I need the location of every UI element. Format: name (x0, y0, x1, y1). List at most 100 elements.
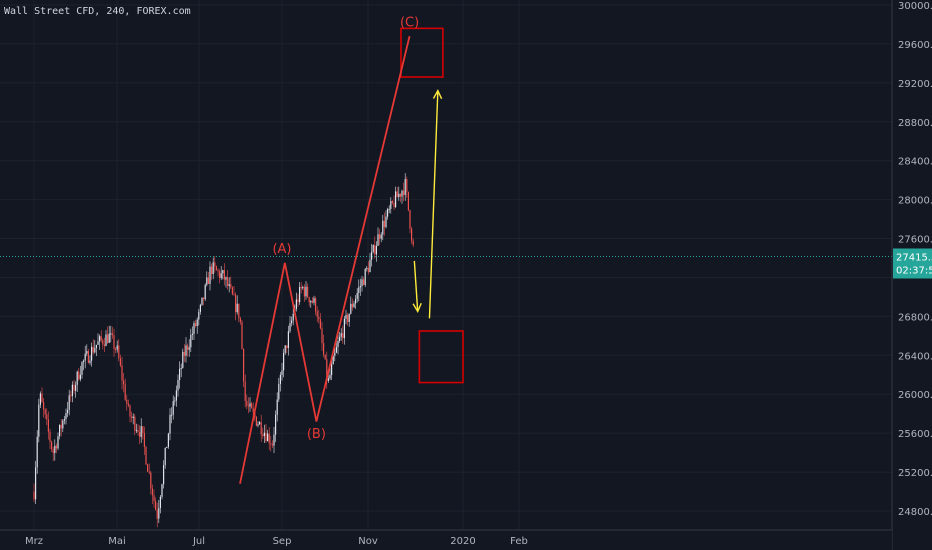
candle-body (167, 433, 169, 447)
candle-body (78, 371, 80, 380)
candle-body (255, 416, 257, 426)
wave-label: (C) (400, 15, 419, 30)
candle-body (401, 190, 403, 197)
candle-body (411, 228, 413, 241)
price-tick-label: 26400.0 (898, 351, 932, 362)
candle-body (172, 401, 174, 415)
candle-body (158, 508, 160, 519)
price-axis[interactable]: 24800.0 25200.0 25600.0 26000.0 26400.0 26800… (891, 0, 932, 550)
candle-body (324, 354, 326, 360)
candle-body (351, 303, 353, 308)
target-zone-lower (418, 330, 464, 384)
candle-body (145, 446, 147, 465)
candle-body (116, 345, 118, 350)
candle-body (303, 287, 305, 297)
candle-body (350, 303, 352, 314)
candle-body (147, 464, 149, 472)
price-tick-label: 27600.0 (898, 235, 932, 246)
price-tag-value: 27415.5 (896, 252, 932, 263)
candle-body (153, 495, 155, 502)
candle-body (148, 471, 150, 473)
candle-body (385, 216, 387, 228)
candle-body (161, 484, 163, 497)
candle-body (353, 303, 355, 308)
candle-body (209, 266, 211, 284)
candle-body (244, 381, 246, 401)
candle-body (358, 287, 360, 293)
candle-body (412, 240, 414, 246)
candle-body (119, 358, 121, 366)
candle-body (36, 436, 38, 468)
candle-body (43, 402, 45, 410)
candle-body (355, 298, 357, 304)
candle-body (382, 220, 384, 235)
candle-body (113, 335, 115, 350)
candle-body (38, 404, 40, 437)
candle-body (316, 311, 318, 317)
candle-body (407, 191, 409, 211)
candle-body (87, 351, 89, 363)
candle-body (134, 416, 136, 431)
candle-body (217, 270, 219, 272)
candle-body (275, 414, 277, 435)
candle-body (86, 351, 88, 354)
candle-body (265, 432, 267, 442)
time-axis[interactable]: Mrz Mai Jul Sep Nov 2020 Feb (0, 529, 892, 550)
candle-body (289, 323, 291, 332)
target-zone-upper (400, 27, 444, 78)
candle-body (75, 384, 77, 391)
chart-title: Wall Street CFD, 240, FOREX.com (4, 6, 191, 17)
candle-body (375, 245, 377, 255)
candle-body (222, 270, 224, 274)
candle-body (404, 179, 406, 195)
candle-body (399, 193, 401, 197)
candle-body (190, 335, 192, 348)
candle-body (129, 405, 131, 417)
candle-body (347, 314, 349, 322)
candle-body (281, 370, 283, 375)
candle-body (345, 314, 347, 319)
candle-body (155, 501, 157, 510)
candle-body (302, 287, 304, 289)
candle-body (94, 348, 96, 353)
time-tick-label: Mai (108, 536, 126, 547)
candle-body (371, 251, 373, 260)
wave-label: (B) (307, 427, 326, 442)
candle-body (377, 234, 379, 246)
candle-body (343, 318, 345, 339)
candle-body (284, 345, 286, 353)
candle-body (99, 336, 101, 342)
candle-body (139, 431, 141, 437)
candle-body (35, 467, 37, 500)
price-tick-label: 24800.0 (898, 507, 932, 518)
candle-body (115, 349, 117, 351)
price-tick-label: 25600.0 (898, 429, 932, 440)
candle-body (391, 201, 393, 203)
candle-body (81, 362, 83, 375)
candle-body (260, 422, 262, 435)
candle-body (100, 336, 102, 341)
candle-body (188, 347, 190, 350)
candle-body (196, 319, 198, 327)
candle-body (363, 279, 365, 285)
candle-body (60, 424, 62, 429)
candle-body (310, 300, 312, 303)
candle-body (249, 403, 251, 407)
candle-body (335, 346, 337, 353)
candle-body (201, 297, 203, 305)
candle-body (327, 378, 329, 381)
time-tick-label: Jul (192, 536, 205, 547)
candle-body (323, 343, 325, 355)
candle-body (369, 259, 371, 273)
candle-body (396, 191, 398, 198)
candle-series (33, 173, 414, 528)
candle-body (326, 359, 328, 381)
price-tick-label: 29600.0 (898, 40, 932, 51)
price-tick-label: 28400.0 (898, 157, 932, 168)
candle-body (359, 286, 361, 288)
candle-body (142, 426, 144, 433)
candle-body (348, 313, 350, 322)
candle-body (332, 355, 334, 365)
